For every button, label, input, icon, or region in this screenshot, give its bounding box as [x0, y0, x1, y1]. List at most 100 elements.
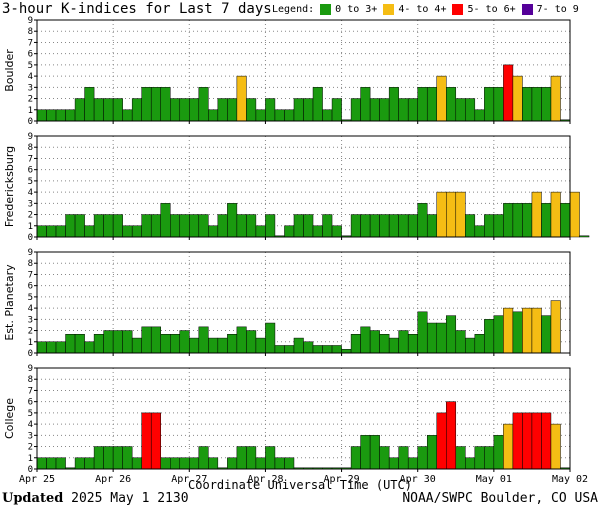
- k-bar: [522, 87, 533, 122]
- k-bar: [179, 330, 190, 354]
- k-bar: [407, 457, 418, 470]
- k-bar: [493, 435, 504, 470]
- k-bar: [74, 457, 85, 470]
- k-bar: [208, 337, 219, 354]
- k-bar: [303, 214, 314, 238]
- k-bar: [512, 75, 523, 122]
- k-bar: [474, 109, 485, 122]
- x-tick-label: Apr 25: [19, 474, 55, 485]
- k-bar: [512, 412, 523, 470]
- panel-label: Boulder: [3, 49, 16, 92]
- k-bar: [303, 98, 314, 122]
- k-bar: [531, 191, 542, 238]
- k-bar: [217, 214, 228, 238]
- y-tick-label: 1: [28, 338, 33, 348]
- k-bar: [369, 435, 380, 470]
- k-bar: [474, 334, 485, 354]
- k-bar: [198, 214, 209, 238]
- k-bar: [141, 326, 152, 354]
- legend-label: Legend:: [272, 4, 315, 15]
- k-bar: [74, 214, 85, 238]
- k-bar: [217, 98, 228, 122]
- y-tick-label: 0: [28, 117, 33, 127]
- footer-updated: Updated 2025 May 1 2130: [2, 491, 189, 506]
- k-bar: [436, 322, 447, 354]
- k-bar: [36, 109, 47, 122]
- k-bar: [246, 214, 257, 238]
- k-bar: [426, 87, 438, 122]
- k-bar: [93, 214, 104, 238]
- y-tick-label: 0: [28, 233, 33, 243]
- k-bar: [93, 446, 104, 470]
- k-bar: [141, 214, 152, 238]
- y-tick-label: 6: [28, 398, 33, 408]
- y-tick-label: 6: [28, 166, 33, 176]
- k-bar: [436, 191, 447, 238]
- k-bar: [350, 214, 361, 238]
- k-bar: [112, 214, 123, 238]
- k-bar: [484, 87, 495, 122]
- x-axis-label: Coordinate Universal Time (UTC): [188, 478, 412, 492]
- y-tick-label: 4: [28, 304, 33, 314]
- k-bar: [131, 98, 142, 122]
- k-bar: [474, 446, 485, 470]
- updated-label: Updated: [2, 491, 64, 506]
- k-bar: [379, 334, 390, 354]
- y-tick-label: 1: [28, 106, 33, 116]
- k-bar: [360, 435, 371, 470]
- k-bar: [541, 412, 552, 470]
- legend-item-severe: 7- to 9: [521, 4, 579, 15]
- k-bar: [350, 334, 361, 354]
- legend-swatch-severe: [521, 4, 533, 15]
- k-bar: [189, 98, 200, 122]
- k-bar: [312, 225, 323, 238]
- k-bar: [103, 330, 114, 354]
- k-bar: [46, 341, 57, 354]
- k-bar: [426, 322, 438, 354]
- k-bar: [160, 87, 171, 122]
- k-bar: [379, 446, 390, 470]
- k-bar: [331, 345, 342, 354]
- panel-label: Fredericksburg: [3, 146, 16, 227]
- legend-swatch-storm: [452, 4, 464, 15]
- k-bar: [189, 214, 200, 238]
- k-bar: [74, 334, 85, 354]
- k-bar: [122, 330, 133, 354]
- k-bar: [360, 214, 371, 238]
- updated-value: 2025 May 1 2130: [71, 491, 189, 506]
- k-bar: [65, 109, 76, 122]
- legend-item-storm: 5- to 6+: [452, 4, 516, 15]
- y-tick-label: 8: [28, 143, 33, 153]
- k-bar: [103, 214, 114, 238]
- k-bar: [417, 311, 428, 354]
- k-bar: [341, 349, 352, 354]
- k-bar: [407, 214, 418, 238]
- k-bar: [160, 203, 171, 238]
- k-bar: [46, 109, 57, 122]
- k-bar: [198, 87, 209, 122]
- k-bar: [484, 214, 495, 238]
- k-bar: [522, 412, 533, 470]
- legend-text-severe: 7- to 9: [536, 4, 579, 15]
- k-bar: [407, 334, 418, 354]
- k-bar: [160, 457, 171, 470]
- k-bar: [227, 457, 238, 470]
- k-bar: [227, 98, 238, 122]
- k-bar: [170, 214, 181, 238]
- k-bar: [150, 87, 161, 122]
- k-bar: [265, 98, 276, 122]
- k-bar: [512, 203, 523, 238]
- k-bar: [84, 457, 95, 470]
- k-bar: [84, 87, 95, 122]
- k-bar: [274, 457, 285, 470]
- y-tick-label: 0: [28, 349, 33, 359]
- panel-frame: [36, 19, 571, 122]
- k-bar: [55, 457, 66, 470]
- k-bar: [465, 457, 476, 470]
- k-bar: [350, 446, 361, 470]
- k-bar: [531, 412, 542, 470]
- k-bar: [179, 214, 190, 238]
- k-bar: [112, 446, 123, 470]
- k-bar: [388, 457, 399, 470]
- k-bar: [150, 326, 161, 354]
